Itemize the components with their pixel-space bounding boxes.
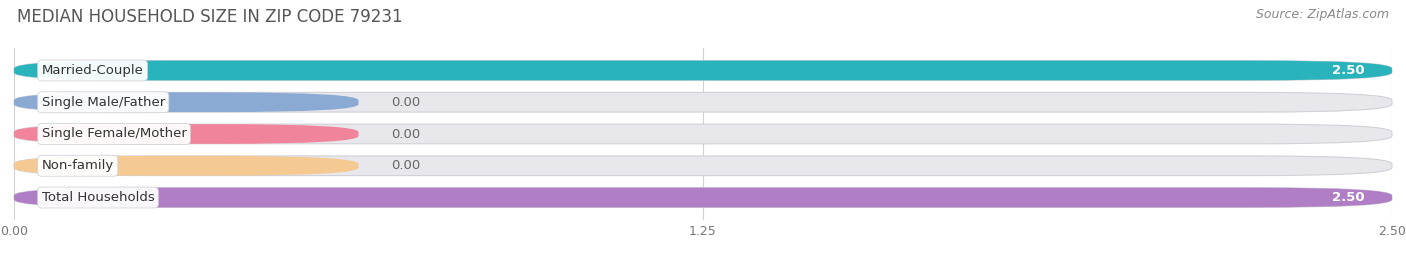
FancyBboxPatch shape xyxy=(14,124,359,144)
Text: Single Female/Mother: Single Female/Mother xyxy=(42,128,187,140)
FancyBboxPatch shape xyxy=(14,61,1392,80)
Text: Source: ZipAtlas.com: Source: ZipAtlas.com xyxy=(1256,8,1389,21)
FancyBboxPatch shape xyxy=(14,156,359,176)
FancyBboxPatch shape xyxy=(14,156,1392,176)
FancyBboxPatch shape xyxy=(14,92,359,112)
Text: Single Male/Father: Single Male/Father xyxy=(42,96,165,109)
FancyBboxPatch shape xyxy=(14,92,1392,112)
Text: 0.00: 0.00 xyxy=(392,96,420,109)
Text: Married-Couple: Married-Couple xyxy=(42,64,143,77)
Text: 2.50: 2.50 xyxy=(1331,191,1364,204)
FancyBboxPatch shape xyxy=(14,124,1392,144)
FancyBboxPatch shape xyxy=(14,188,1392,207)
Text: 0.00: 0.00 xyxy=(392,128,420,140)
Text: Total Households: Total Households xyxy=(42,191,155,204)
Text: 2.50: 2.50 xyxy=(1331,64,1364,77)
FancyBboxPatch shape xyxy=(14,61,1392,80)
Text: MEDIAN HOUSEHOLD SIZE IN ZIP CODE 79231: MEDIAN HOUSEHOLD SIZE IN ZIP CODE 79231 xyxy=(17,8,402,26)
FancyBboxPatch shape xyxy=(14,188,1392,207)
Text: Non-family: Non-family xyxy=(42,159,114,172)
Text: 0.00: 0.00 xyxy=(392,159,420,172)
